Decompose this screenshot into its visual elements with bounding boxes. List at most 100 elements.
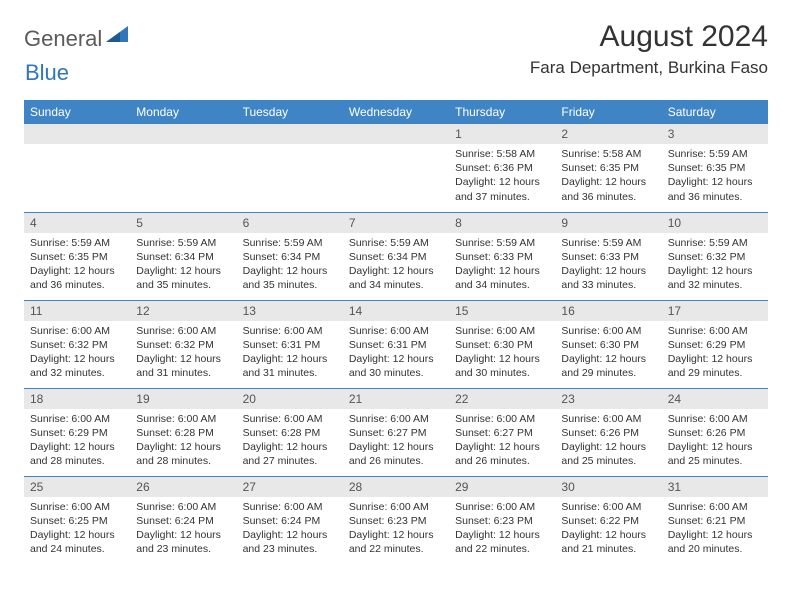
calendar-day-cell: 24Sunrise: 6:00 AMSunset: 6:26 PMDayligh… — [662, 388, 768, 476]
logo-text-blue: Blue — [25, 60, 69, 86]
calendar-day-cell: 27Sunrise: 6:00 AMSunset: 6:24 PMDayligh… — [237, 476, 343, 564]
day-details: Sunrise: 6:00 AMSunset: 6:23 PMDaylight:… — [449, 497, 555, 560]
day-number: 13 — [237, 301, 343, 321]
day-details: Sunrise: 6:00 AMSunset: 6:27 PMDaylight:… — [449, 409, 555, 472]
calendar-day-cell: 1Sunrise: 5:58 AMSunset: 6:36 PMDaylight… — [449, 124, 555, 212]
day-details: Sunrise: 6:00 AMSunset: 6:26 PMDaylight:… — [555, 409, 661, 472]
day-number: 3 — [662, 124, 768, 144]
calendar-day-cell: 21Sunrise: 6:00 AMSunset: 6:27 PMDayligh… — [343, 388, 449, 476]
weekday-header: Tuesday — [237, 100, 343, 124]
calendar-week-row: 4Sunrise: 5:59 AMSunset: 6:35 PMDaylight… — [24, 212, 768, 300]
day-details: Sunrise: 5:58 AMSunset: 6:35 PMDaylight:… — [555, 144, 661, 207]
calendar-weekday-header: SundayMondayTuesdayWednesdayThursdayFrid… — [24, 100, 768, 124]
day-number: 7 — [343, 213, 449, 233]
logo-text-general: General — [24, 26, 102, 52]
day-number: 18 — [24, 389, 130, 409]
calendar-day-cell: 23Sunrise: 6:00 AMSunset: 6:26 PMDayligh… — [555, 388, 661, 476]
calendar-day-cell: 10Sunrise: 5:59 AMSunset: 6:32 PMDayligh… — [662, 212, 768, 300]
weekday-header: Friday — [555, 100, 661, 124]
calendar-day-cell: 5Sunrise: 5:59 AMSunset: 6:34 PMDaylight… — [130, 212, 236, 300]
calendar-day-cell: 12Sunrise: 6:00 AMSunset: 6:32 PMDayligh… — [130, 300, 236, 388]
calendar-day-cell: 28Sunrise: 6:00 AMSunset: 6:23 PMDayligh… — [343, 476, 449, 564]
day-number — [130, 124, 236, 144]
calendar-day-cell: 4Sunrise: 5:59 AMSunset: 6:35 PMDaylight… — [24, 212, 130, 300]
day-details: Sunrise: 6:00 AMSunset: 6:25 PMDaylight:… — [24, 497, 130, 560]
day-number — [24, 124, 130, 144]
calendar-day-cell: 2Sunrise: 5:58 AMSunset: 6:35 PMDaylight… — [555, 124, 661, 212]
day-details: Sunrise: 6:00 AMSunset: 6:32 PMDaylight:… — [130, 321, 236, 384]
day-number: 22 — [449, 389, 555, 409]
weekday-header: Sunday — [24, 100, 130, 124]
calendar-day-cell: 26Sunrise: 6:00 AMSunset: 6:24 PMDayligh… — [130, 476, 236, 564]
day-details: Sunrise: 6:00 AMSunset: 6:26 PMDaylight:… — [662, 409, 768, 472]
day-details: Sunrise: 5:59 AMSunset: 6:35 PMDaylight:… — [24, 233, 130, 296]
day-number: 6 — [237, 213, 343, 233]
day-details: Sunrise: 6:00 AMSunset: 6:23 PMDaylight:… — [343, 497, 449, 560]
day-number — [343, 124, 449, 144]
day-details: Sunrise: 5:59 AMSunset: 6:32 PMDaylight:… — [662, 233, 768, 296]
calendar-day-cell: 25Sunrise: 6:00 AMSunset: 6:25 PMDayligh… — [24, 476, 130, 564]
day-number: 8 — [449, 213, 555, 233]
calendar-day-cell: 30Sunrise: 6:00 AMSunset: 6:22 PMDayligh… — [555, 476, 661, 564]
weekday-header: Wednesday — [343, 100, 449, 124]
calendar-day-cell: 19Sunrise: 6:00 AMSunset: 6:28 PMDayligh… — [130, 388, 236, 476]
calendar-body: 1Sunrise: 5:58 AMSunset: 6:36 PMDaylight… — [24, 124, 768, 564]
day-number: 24 — [662, 389, 768, 409]
day-number: 4 — [24, 213, 130, 233]
day-details: Sunrise: 6:00 AMSunset: 6:28 PMDaylight:… — [237, 409, 343, 472]
day-number: 29 — [449, 477, 555, 497]
calendar-day-cell: 20Sunrise: 6:00 AMSunset: 6:28 PMDayligh… — [237, 388, 343, 476]
weekday-header: Monday — [130, 100, 236, 124]
weekday-header: Saturday — [662, 100, 768, 124]
day-details: Sunrise: 5:59 AMSunset: 6:34 PMDaylight:… — [237, 233, 343, 296]
day-number: 17 — [662, 301, 768, 321]
calendar-day-cell: 11Sunrise: 6:00 AMSunset: 6:32 PMDayligh… — [24, 300, 130, 388]
day-number: 15 — [449, 301, 555, 321]
day-details: Sunrise: 6:00 AMSunset: 6:30 PMDaylight:… — [555, 321, 661, 384]
day-number: 27 — [237, 477, 343, 497]
day-details: Sunrise: 5:59 AMSunset: 6:35 PMDaylight:… — [662, 144, 768, 207]
day-details: Sunrise: 5:59 AMSunset: 6:33 PMDaylight:… — [449, 233, 555, 296]
calendar-day-cell: 7Sunrise: 5:59 AMSunset: 6:34 PMDaylight… — [343, 212, 449, 300]
day-number: 23 — [555, 389, 661, 409]
day-details: Sunrise: 5:59 AMSunset: 6:34 PMDaylight:… — [343, 233, 449, 296]
day-number — [237, 124, 343, 144]
calendar-day-cell: 15Sunrise: 6:00 AMSunset: 6:30 PMDayligh… — [449, 300, 555, 388]
day-number: 10 — [662, 213, 768, 233]
page-title: August 2024 — [530, 20, 768, 54]
calendar-week-row: 25Sunrise: 6:00 AMSunset: 6:25 PMDayligh… — [24, 476, 768, 564]
day-number: 16 — [555, 301, 661, 321]
day-details: Sunrise: 6:00 AMSunset: 6:29 PMDaylight:… — [662, 321, 768, 384]
day-number: 20 — [237, 389, 343, 409]
day-number: 25 — [24, 477, 130, 497]
calendar-day-cell: 14Sunrise: 6:00 AMSunset: 6:31 PMDayligh… — [343, 300, 449, 388]
calendar-day-cell: 18Sunrise: 6:00 AMSunset: 6:29 PMDayligh… — [24, 388, 130, 476]
calendar-day-cell — [24, 124, 130, 212]
calendar-day-cell: 29Sunrise: 6:00 AMSunset: 6:23 PMDayligh… — [449, 476, 555, 564]
day-details: Sunrise: 6:00 AMSunset: 6:22 PMDaylight:… — [555, 497, 661, 560]
day-number: 19 — [130, 389, 236, 409]
day-number: 12 — [130, 301, 236, 321]
day-details: Sunrise: 6:00 AMSunset: 6:30 PMDaylight:… — [449, 321, 555, 384]
day-number: 28 — [343, 477, 449, 497]
day-number: 9 — [555, 213, 661, 233]
calendar-day-cell: 9Sunrise: 5:59 AMSunset: 6:33 PMDaylight… — [555, 212, 661, 300]
calendar-day-cell: 22Sunrise: 6:00 AMSunset: 6:27 PMDayligh… — [449, 388, 555, 476]
day-details: Sunrise: 6:00 AMSunset: 6:24 PMDaylight:… — [237, 497, 343, 560]
calendar-day-cell: 13Sunrise: 6:00 AMSunset: 6:31 PMDayligh… — [237, 300, 343, 388]
calendar-week-row: 18Sunrise: 6:00 AMSunset: 6:29 PMDayligh… — [24, 388, 768, 476]
logo: General — [24, 20, 134, 52]
day-details: Sunrise: 6:00 AMSunset: 6:21 PMDaylight:… — [662, 497, 768, 560]
calendar-day-cell: 16Sunrise: 6:00 AMSunset: 6:30 PMDayligh… — [555, 300, 661, 388]
day-number: 21 — [343, 389, 449, 409]
calendar-week-row: 1Sunrise: 5:58 AMSunset: 6:36 PMDaylight… — [24, 124, 768, 212]
day-number: 30 — [555, 477, 661, 497]
day-number: 31 — [662, 477, 768, 497]
calendar-day-cell: 6Sunrise: 5:59 AMSunset: 6:34 PMDaylight… — [237, 212, 343, 300]
calendar-table: SundayMondayTuesdayWednesdayThursdayFrid… — [24, 100, 768, 564]
day-details: Sunrise: 6:00 AMSunset: 6:31 PMDaylight:… — [237, 321, 343, 384]
day-details: Sunrise: 5:58 AMSunset: 6:36 PMDaylight:… — [449, 144, 555, 207]
day-number: 2 — [555, 124, 661, 144]
day-number: 5 — [130, 213, 236, 233]
day-details: Sunrise: 5:59 AMSunset: 6:34 PMDaylight:… — [130, 233, 236, 296]
